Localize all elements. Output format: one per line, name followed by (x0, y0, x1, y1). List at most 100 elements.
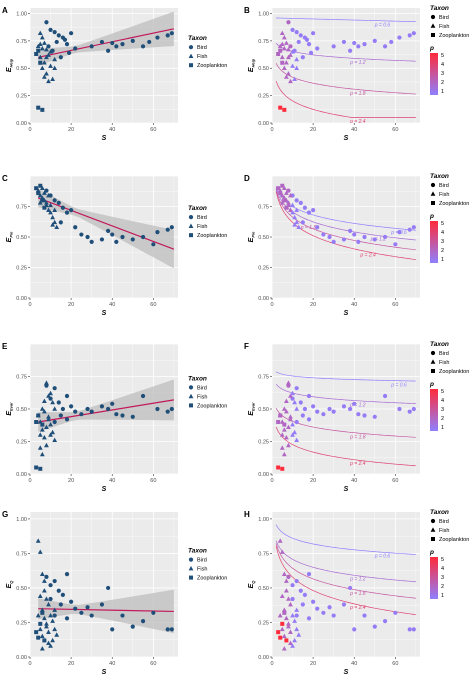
y-tick-label: 0.25 (16, 620, 27, 626)
color-bar-tick: 4 (441, 398, 444, 404)
data-point (407, 627, 412, 632)
x-tick-label: 0 (270, 127, 273, 133)
x-axis-title: S (102, 310, 107, 317)
data-point (110, 401, 115, 406)
data-point (38, 183, 43, 188)
data-point (44, 574, 49, 580)
data-point (52, 29, 57, 35)
data-point (283, 74, 289, 79)
data-point (283, 60, 289, 65)
curve-label: p = 1.8 (300, 225, 317, 231)
legend-label: Fish (197, 394, 207, 400)
data-point (58, 413, 63, 418)
data-point (39, 185, 45, 190)
data-point (48, 210, 53, 215)
color-bar-tick: 1 (441, 425, 444, 431)
data-point (348, 228, 353, 233)
data-point (321, 610, 326, 615)
data-point (296, 632, 302, 637)
legend-key (188, 385, 194, 390)
data-point (298, 588, 303, 593)
data-point (41, 409, 47, 414)
data-point (37, 549, 43, 554)
data-point (64, 417, 70, 422)
data-point (44, 621, 49, 626)
legend-key (431, 537, 435, 541)
data-point (331, 44, 336, 49)
data-point (294, 56, 300, 62)
data-point (296, 39, 301, 45)
regression-line (38, 608, 174, 613)
data-point (298, 200, 303, 205)
theory-curve (275, 407, 416, 438)
y-axis-subscript: Heip (9, 58, 14, 67)
data-point (110, 232, 115, 237)
data-point (52, 613, 57, 618)
data-point (48, 422, 53, 427)
data-point (41, 40, 47, 45)
data-point (48, 63, 53, 68)
data-point (296, 224, 302, 230)
data-point (40, 422, 45, 427)
legend-label: Zooplankton (197, 233, 227, 239)
data-point (44, 442, 49, 448)
data-point (292, 429, 298, 435)
data-point (290, 596, 295, 602)
y-tick-label: 0.75 (16, 39, 27, 45)
data-point (286, 574, 291, 580)
x-tick-label: 0 (28, 302, 31, 308)
data-point (46, 78, 51, 84)
plot-area (34, 11, 175, 112)
legend-title: p (429, 213, 434, 220)
y-tick-label: 0.75 (16, 551, 27, 557)
data-point (300, 220, 305, 225)
y-axis-title: EEvar (6, 402, 14, 416)
data-point (352, 232, 357, 237)
y-tick-label: 0.75 (258, 375, 269, 381)
regression-line (38, 28, 175, 58)
data-point (52, 437, 58, 442)
color-bar (430, 53, 438, 95)
data-point (288, 393, 293, 398)
data-point (34, 630, 39, 635)
data-point (290, 612, 295, 618)
curve-label: p = 0.6 (390, 383, 407, 389)
data-point (281, 406, 287, 411)
y-tick-label: 0.50 (258, 235, 269, 241)
legend-key (189, 403, 193, 408)
data-point (52, 219, 58, 225)
data-point (41, 588, 47, 593)
x-tick-label: 40 (351, 661, 357, 667)
data-point (286, 621, 291, 626)
x-tick-label: 20 (68, 661, 74, 667)
panel-b: 0.00 0.25 0.50 0.75 1.00 0 20 40 60 S EHeip Bp = 0.… (244, 5, 469, 142)
data-point (85, 406, 90, 412)
data-point (407, 33, 412, 38)
data-point (356, 412, 361, 417)
data-point (277, 538, 283, 543)
legend-label: Zooplankton (439, 201, 469, 207)
data-point (356, 239, 361, 244)
theory-curve (275, 43, 416, 62)
data-point (39, 427, 45, 432)
color-bar-tick: 2 (441, 80, 444, 86)
data-point (52, 386, 57, 391)
legend-label: Bird (197, 215, 207, 221)
data-point (315, 409, 320, 414)
legend-key (430, 14, 436, 20)
panel-c: 0.00 0.25 0.50 0.75 0 20 40 60 S EPie C Taxon Bird Fi… (2, 174, 227, 317)
data-point (348, 48, 353, 53)
legend-key (431, 201, 435, 205)
color-bar-tick: 5 (441, 557, 444, 563)
data-point (39, 45, 45, 51)
plot-area (34, 538, 174, 651)
data-point (48, 583, 53, 588)
data-point (382, 234, 388, 240)
data-point (169, 627, 174, 632)
legend-label: Bird (197, 385, 207, 391)
data-point (283, 615, 289, 621)
data-point (110, 40, 115, 46)
x-tick-label: 40 (351, 302, 357, 308)
data-point (306, 417, 312, 422)
data-point (52, 419, 57, 425)
